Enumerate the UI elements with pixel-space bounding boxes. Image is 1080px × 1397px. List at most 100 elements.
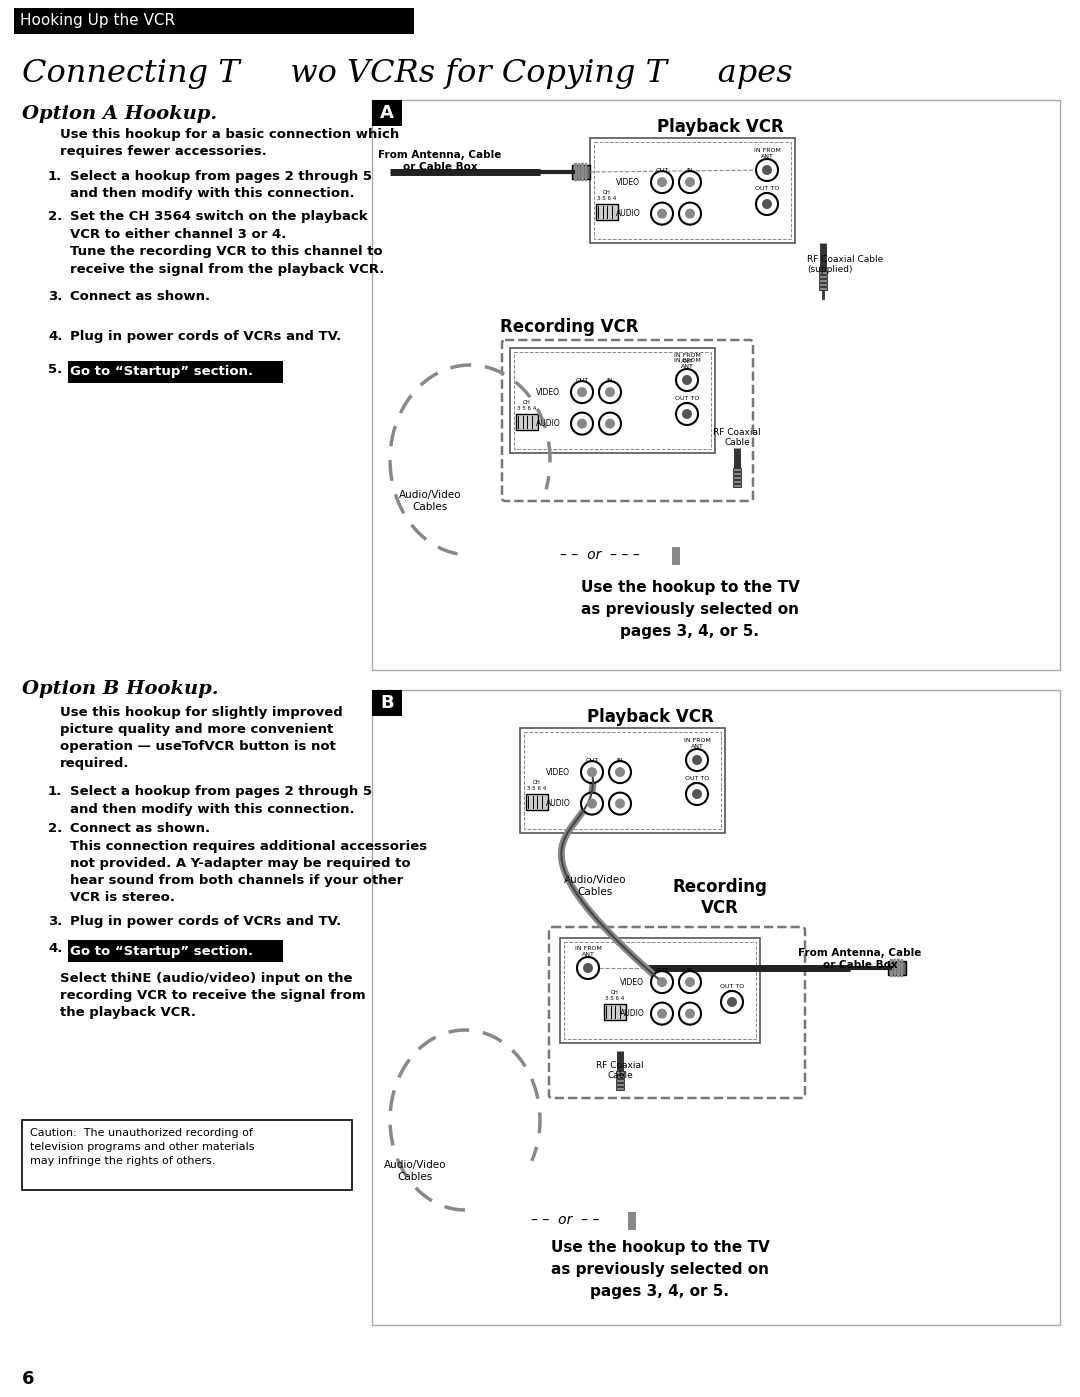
Bar (22, 1120, 352, 1190)
Text: IN FROM
ANT: IN FROM ANT (575, 946, 602, 957)
Text: Use this hookup for slightly improved: Use this hookup for slightly improved (60, 705, 342, 719)
Text: 4.: 4. (48, 942, 63, 956)
Bar (594, 142, 791, 239)
Bar (590, 138, 795, 243)
Circle shape (686, 749, 708, 771)
Bar (901, 958, 903, 977)
Bar (561, 937, 760, 1044)
Bar (68, 940, 283, 963)
Bar (372, 690, 402, 717)
Text: VIDEO: VIDEO (616, 177, 640, 187)
Bar (581, 163, 583, 182)
Text: picture quality and more convenient: picture quality and more convenient (60, 724, 334, 736)
Circle shape (651, 170, 673, 193)
Text: IN: IN (607, 377, 613, 383)
Text: Select a hookup from pages 2 through 5
and then modify with this connection.: Select a hookup from pages 2 through 5 a… (70, 170, 372, 201)
Text: required.: required. (60, 757, 130, 770)
Text: 2.: 2. (48, 210, 63, 224)
Text: RF Coaxial
Cable: RF Coaxial Cable (713, 427, 760, 447)
Bar (897, 958, 900, 977)
Text: Use this hookup for a basic connection which: Use this hookup for a basic connection w… (60, 129, 400, 141)
Text: Connect as shown.: Connect as shown. (70, 291, 211, 303)
Bar (596, 204, 618, 221)
Text: operation — useTofVCR button is not: operation — useTofVCR button is not (60, 740, 336, 753)
Text: – –  or  – –: – – or – – (530, 1213, 599, 1227)
Text: Go to “Startup” section.: Go to “Startup” section. (70, 944, 253, 957)
Text: IN FROM
ANT: IN FROM ANT (674, 353, 701, 363)
Text: AUDIO: AUDIO (616, 210, 640, 218)
Text: Set the CH 3564 switch on the playback
VCR to either channel 3 or 4.
Tune the re: Set the CH 3564 switch on the playback V… (70, 210, 384, 275)
Text: OUT TO
TV: OUT TO TV (685, 775, 710, 787)
Bar (516, 414, 538, 430)
Text: IN: IN (687, 968, 693, 972)
Text: 1.: 1. (48, 785, 63, 798)
Bar (888, 961, 906, 975)
Text: 5.: 5. (48, 363, 63, 376)
Text: Audio/Video
Cables: Audio/Video Cables (383, 1160, 446, 1182)
Circle shape (657, 177, 667, 187)
Bar (514, 352, 711, 448)
Text: Connect as shown.: Connect as shown. (70, 821, 211, 835)
Text: From Antenna, Cable
or Cable Box: From Antenna, Cable or Cable Box (798, 949, 921, 970)
Bar (893, 958, 896, 977)
Text: Use the hookup to the TV
as previously selected on
pages 3, 4, or 5.: Use the hookup to the TV as previously s… (581, 580, 799, 640)
Circle shape (571, 381, 593, 404)
Circle shape (615, 799, 625, 809)
Text: Option A Hookup.: Option A Hookup. (22, 105, 217, 123)
Text: 3.: 3. (48, 291, 63, 303)
Text: A: A (380, 103, 394, 122)
Text: Select thiNE (audio/video) input on the: Select thiNE (audio/video) input on the (60, 972, 352, 985)
Text: VCR is stereo.: VCR is stereo. (70, 891, 175, 904)
Circle shape (721, 990, 743, 1013)
Circle shape (692, 789, 702, 799)
Bar (616, 1083, 624, 1085)
Circle shape (615, 767, 625, 777)
Bar (616, 1071, 624, 1074)
Text: 1.: 1. (48, 170, 63, 183)
Bar (733, 472, 741, 475)
Bar (627, 1213, 636, 1229)
Circle shape (577, 387, 588, 397)
Bar (616, 1076, 624, 1078)
Text: Audio/Video
Cables: Audio/Video Cables (399, 490, 461, 511)
Text: the playback VCR.: the playback VCR. (60, 1006, 195, 1018)
Text: Go to “Startup” section.: Go to “Startup” section. (70, 366, 253, 379)
Text: AUDIO: AUDIO (536, 419, 561, 427)
Circle shape (676, 402, 698, 425)
Circle shape (679, 170, 701, 193)
Circle shape (609, 792, 631, 814)
Text: not provided. A Y-adapter may be required to: not provided. A Y-adapter may be require… (70, 856, 410, 870)
Circle shape (609, 761, 631, 784)
Circle shape (605, 419, 615, 429)
Circle shape (651, 203, 673, 225)
Bar (584, 163, 588, 182)
Text: IN: IN (617, 757, 623, 763)
Bar (14, 8, 414, 34)
Circle shape (756, 193, 778, 215)
Circle shape (756, 159, 778, 182)
Bar (372, 690, 1059, 1324)
Circle shape (727, 997, 737, 1007)
Bar (890, 958, 892, 977)
Text: Recording
VCR: Recording VCR (673, 877, 768, 916)
Text: Playback VCR: Playback VCR (657, 117, 783, 136)
Circle shape (685, 177, 696, 187)
Circle shape (762, 165, 772, 175)
Bar (510, 348, 715, 453)
Bar (819, 278, 827, 282)
Circle shape (676, 369, 698, 391)
Circle shape (679, 1003, 701, 1024)
Circle shape (581, 792, 603, 814)
Circle shape (686, 782, 708, 805)
Bar (616, 1078, 624, 1083)
Circle shape (588, 767, 597, 777)
Text: CH
3 5 6 4: CH 3 5 6 4 (527, 781, 546, 791)
Circle shape (692, 754, 702, 766)
Circle shape (685, 208, 696, 218)
Text: AUDIO: AUDIO (620, 1009, 645, 1018)
Text: IN FROM
ANT: IN FROM ANT (674, 358, 701, 369)
Circle shape (681, 409, 692, 419)
Text: requires fewer accessories.: requires fewer accessories. (60, 145, 267, 158)
Text: IN FROM
ANT: IN FROM ANT (684, 738, 711, 749)
Bar (68, 360, 283, 383)
